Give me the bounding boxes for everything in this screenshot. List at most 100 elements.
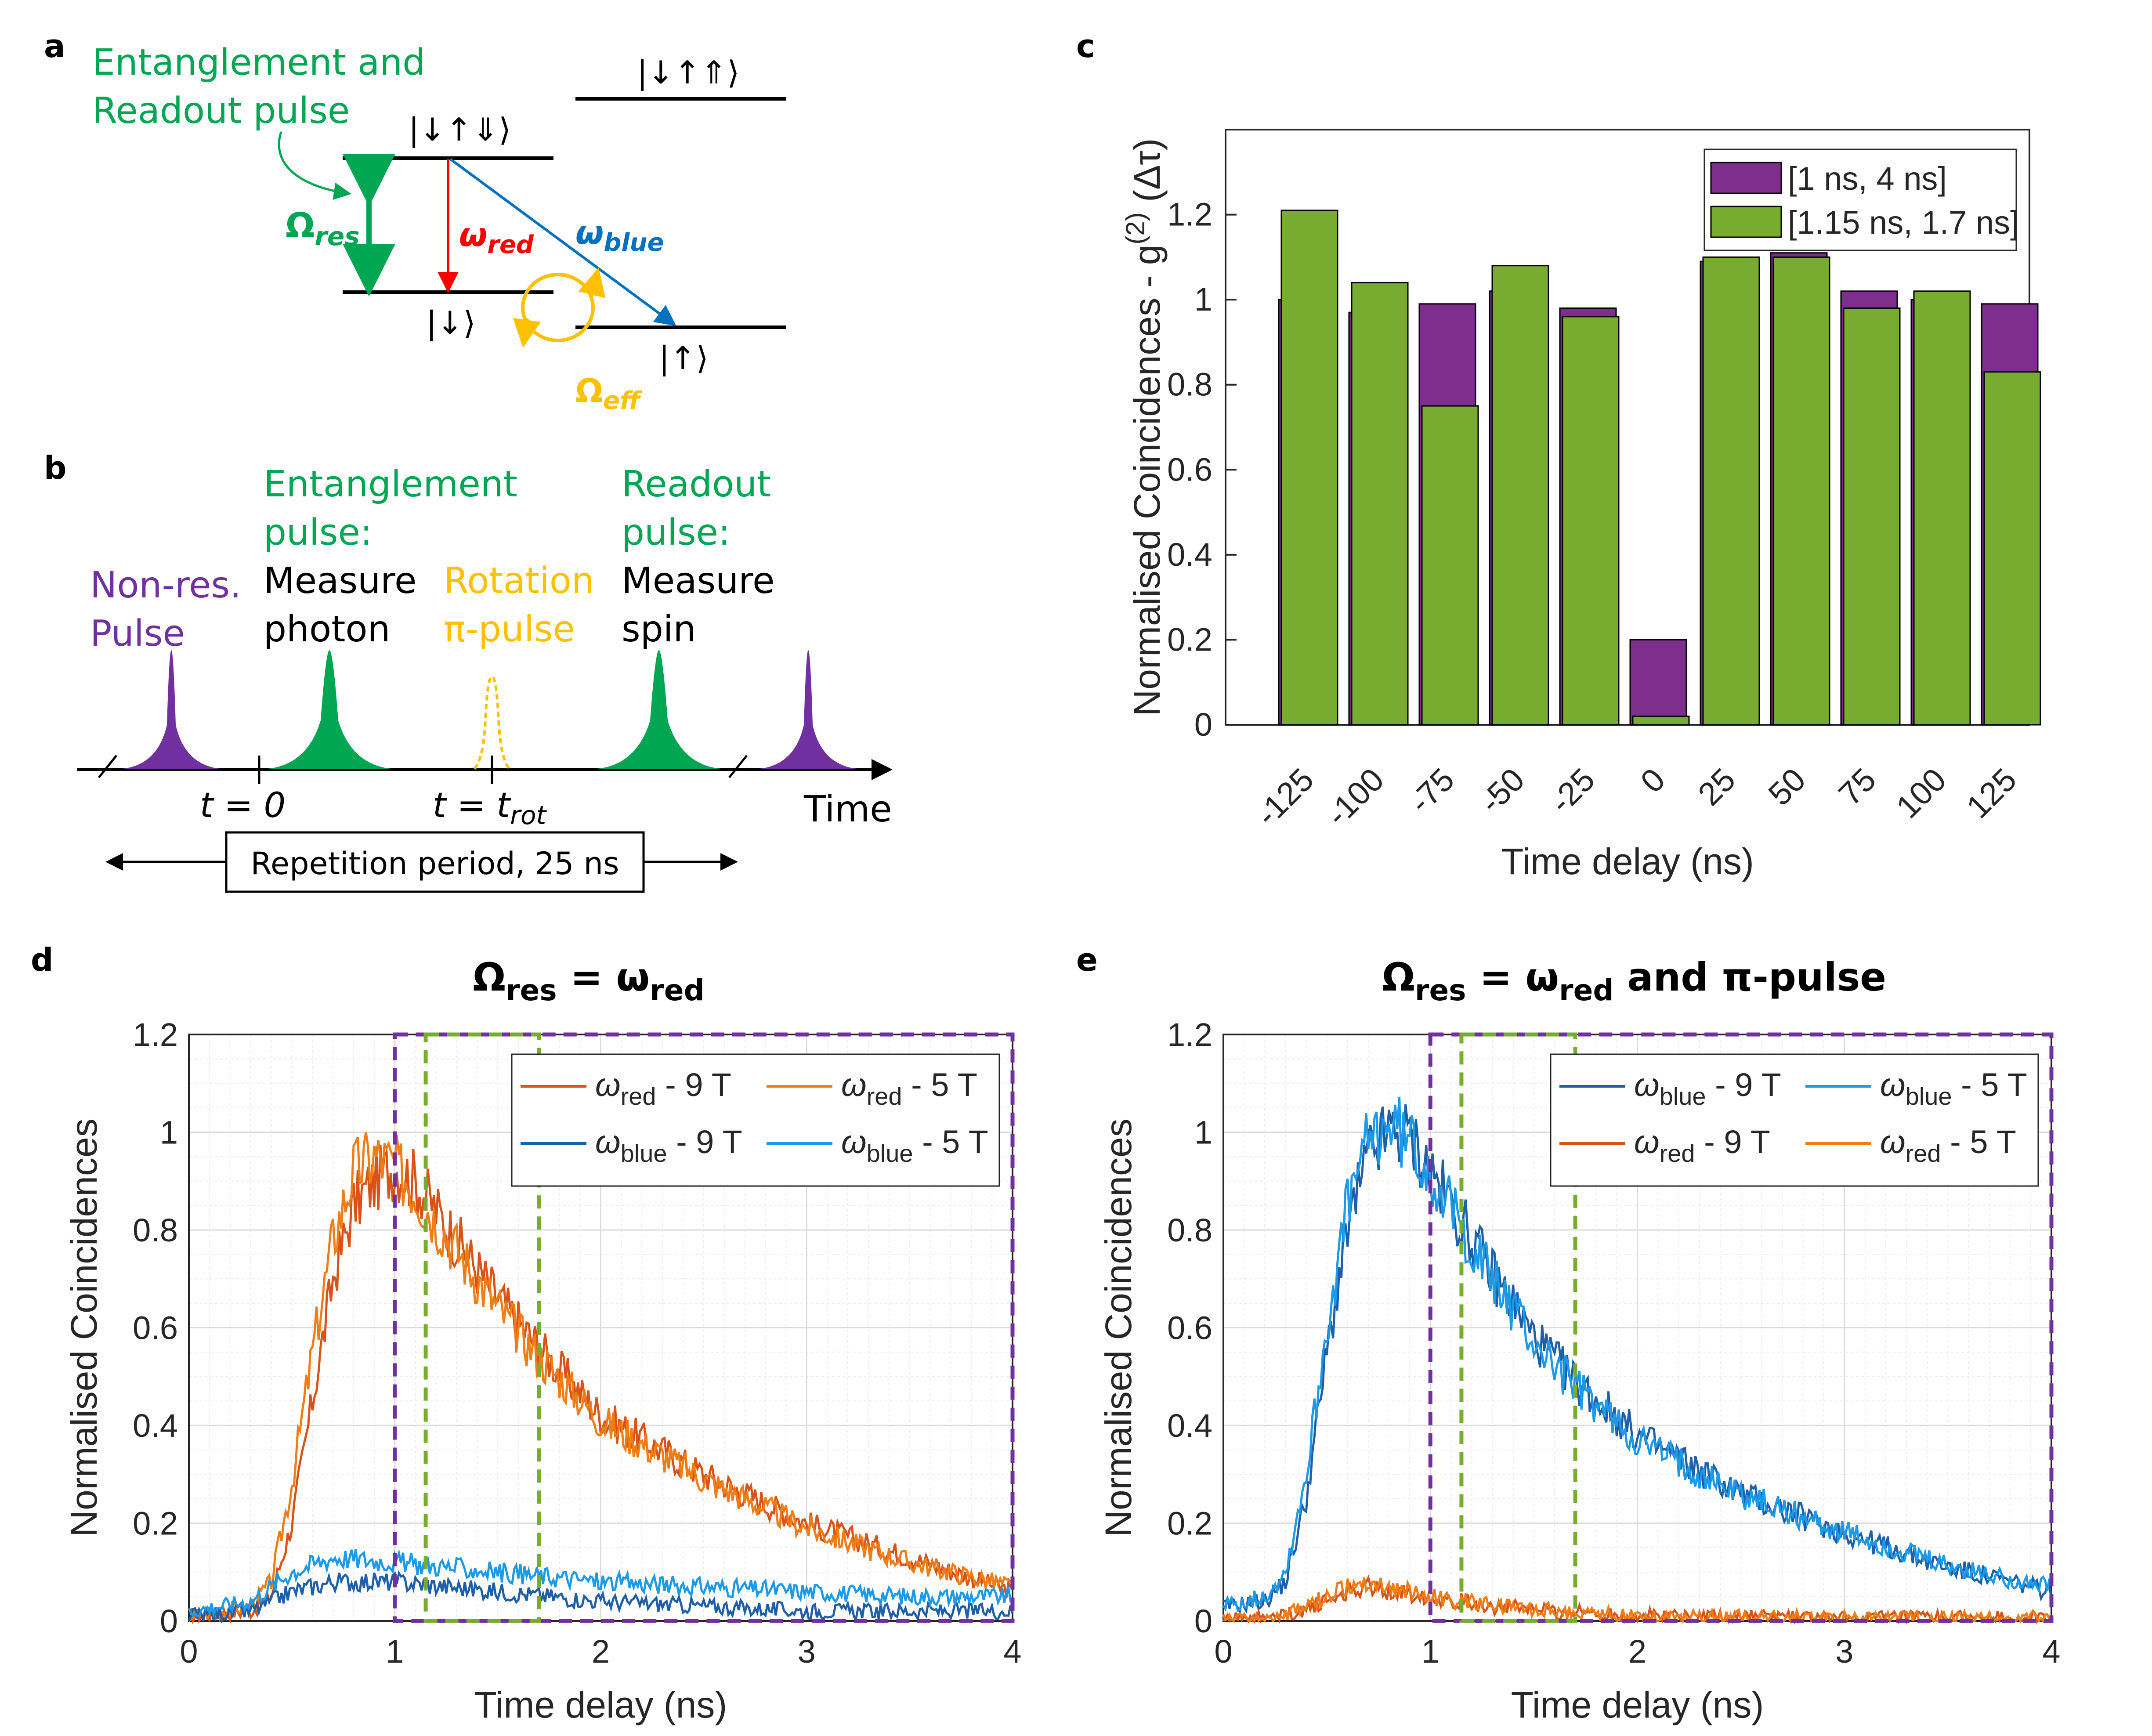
legend-label: ωred - 9 T xyxy=(1634,1124,1770,1167)
state-down: |↓⟩ xyxy=(426,304,476,342)
trot-label: t = trot xyxy=(433,786,547,830)
y-tick-label-c: 0.2 xyxy=(1167,621,1212,658)
panel-a: a Entanglement and Readout pulse |↓↑⇓⟩ |… xyxy=(44,28,786,415)
legend-label: ωred - 5 T xyxy=(1880,1124,2016,1167)
y-tick-label: 0 xyxy=(1194,1603,1212,1639)
panel-c: c 0 0.2 0.4 0.6 0.8 1 1.2 -125-100 -75 -50 -25 0 25 5… xyxy=(1076,28,2041,882)
panel-d: d 0 1 2 3 4 0 0.2 0.4 0.6 0.8 1 1.2 Time delay (ns) N… xyxy=(31,941,1022,1725)
axis-break-1 xyxy=(98,755,117,778)
bar-1p15ns-1p7ns xyxy=(1491,265,1549,726)
y-axis-label-c: Normalised Coincidences - g(2) (Δτ) xyxy=(1121,138,1168,716)
bar-1p15ns-1p7ns xyxy=(1913,290,1971,726)
nonres-pulse-2 xyxy=(760,650,857,769)
window-green xyxy=(423,1032,541,1623)
y-tick-label: 1 xyxy=(160,1114,178,1151)
x-tick-label-c: -125 xyxy=(1249,761,1320,833)
x-tick-label-c: 50 xyxy=(1761,761,1812,813)
chart-title: Ωres = ωred and π-pulse xyxy=(1382,955,1886,1007)
bar-1p15ns-1p7ns xyxy=(1702,256,1760,726)
y-axis-label: Normalised Coincidences xyxy=(63,1118,105,1537)
state-up: |↑⟩ xyxy=(659,340,709,377)
bar-1p15ns-1p7ns xyxy=(1421,405,1479,726)
panel-label-a: a xyxy=(44,28,65,65)
x-tick-label-c: -75 xyxy=(1402,761,1461,820)
x-tick-label: 3 xyxy=(798,1633,816,1670)
read-pulse-label-4: spin xyxy=(622,608,696,650)
state-top-right: |↓↑⇑⟩ xyxy=(637,54,739,91)
legend-label: ωblue - 9 T xyxy=(595,1124,742,1167)
nonres-label-2: Pulse xyxy=(90,613,185,655)
series-line xyxy=(188,1132,1013,1623)
ent-pulse xyxy=(268,650,391,769)
ent-pulse-label-4: photon xyxy=(264,608,390,650)
legend-box xyxy=(1550,1053,2039,1187)
bar-1p15ns-1p7ns xyxy=(1562,316,1620,726)
panel-e: e 0 1 2 3 4 0 0.2 0.4 0.6 0.8 1 1.2 Time delay (ns) N… xyxy=(1076,941,2061,1725)
omega-eff-label: Ωeff xyxy=(575,372,643,415)
y-tick-label: 0.2 xyxy=(133,1505,178,1542)
y-tick-label: 0 xyxy=(160,1603,178,1639)
period-label: Repetition period, 25 ns xyxy=(251,846,619,882)
x-tick-label-c: -50 xyxy=(1472,761,1531,820)
x-tick-label-c: -100 xyxy=(1319,761,1391,833)
time-label: Time xyxy=(803,788,892,830)
omega-eff-arrowhead-1 xyxy=(578,267,606,299)
y-tick-label: 1.2 xyxy=(1167,1016,1212,1053)
read-pulse-label-3: Measure xyxy=(622,560,775,602)
y-tick-label-c: 1 xyxy=(1194,281,1212,318)
panel-label-d: d xyxy=(31,941,54,978)
legend-label: ωred - 5 T xyxy=(841,1067,977,1110)
t0-label: t = 0 xyxy=(200,786,286,825)
ent-pulse-label-1: Entanglement xyxy=(264,463,517,505)
x-tick-label: 4 xyxy=(1003,1633,1021,1670)
entanglement-readout-label-1: Entanglement and xyxy=(92,42,425,83)
omega-red-label: ωred xyxy=(459,216,534,259)
y-tick-label: 0.4 xyxy=(133,1407,178,1444)
panel-label-e: e xyxy=(1076,941,1098,978)
x-tick-label: 2 xyxy=(1628,1633,1646,1670)
x-tick-label: 3 xyxy=(1835,1633,1853,1670)
rot-label-1: Rotation xyxy=(444,560,594,602)
entanglement-readout-label-2: Readout pulse xyxy=(92,90,350,132)
bar-1p15ns-1p7ns xyxy=(1843,307,1901,726)
legend-swatch-green xyxy=(1710,206,1782,238)
x-tick-label: 0 xyxy=(1214,1633,1232,1670)
y-tick-label: 0.2 xyxy=(1167,1505,1212,1542)
x-tick-label-c: 25 xyxy=(1691,761,1742,813)
x-axis-label: Time delay (ns) xyxy=(474,1684,727,1725)
panel-b: b Entanglement pulse: Measure photon Non… xyxy=(44,449,893,893)
legend-box xyxy=(511,1053,1000,1187)
bar-1p15ns-1p7ns xyxy=(1632,716,1690,726)
ent-pulse-label-2: pulse: xyxy=(264,512,373,553)
y-tick-label-c: 0.6 xyxy=(1167,451,1212,488)
x-tick-label-c: 75 xyxy=(1831,761,1883,813)
series-line xyxy=(1222,1574,2052,1625)
omega-blue-arrow xyxy=(449,158,676,326)
y-tick-label: 0.6 xyxy=(133,1310,178,1346)
omega-res-label: Ωres xyxy=(286,206,360,251)
panel-label-c: c xyxy=(1076,28,1095,65)
legend-label: ωblue - 9 T xyxy=(1634,1067,1781,1110)
x-tick-label-c: -25 xyxy=(1543,761,1602,820)
series-line xyxy=(1222,1577,2052,1625)
bar-1p15ns-1p7ns xyxy=(1351,282,1409,726)
bar-1p15ns-1p7ns xyxy=(1772,256,1830,726)
axis-break-2 xyxy=(728,755,748,778)
y-tick-label: 0.4 xyxy=(1167,1407,1212,1444)
x-tick-label: 2 xyxy=(592,1633,610,1670)
x-tick-label-c: 100 xyxy=(1889,761,1953,825)
read-pulse-label-2: pulse: xyxy=(622,512,731,553)
omega-eff-arrowhead-2 xyxy=(513,318,541,348)
y-tick-label-c: 0.8 xyxy=(1167,366,1212,403)
series-line xyxy=(188,1570,1014,1624)
nonres-pulse-1 xyxy=(123,650,220,769)
x-tick-label-c: 0 xyxy=(1634,761,1672,800)
window-purple xyxy=(1428,1032,2054,1623)
y-tick-label-c: 1.2 xyxy=(1167,196,1212,233)
rot-label-2: π-pulse xyxy=(444,608,575,650)
legend-label-green: [1.15 ns, 1.7 ns] xyxy=(1788,204,2019,241)
chart-title: Ωres = ωred xyxy=(473,955,704,1007)
window-purple xyxy=(393,1032,1015,1623)
x-tick-label-c: 125 xyxy=(1959,761,2023,825)
